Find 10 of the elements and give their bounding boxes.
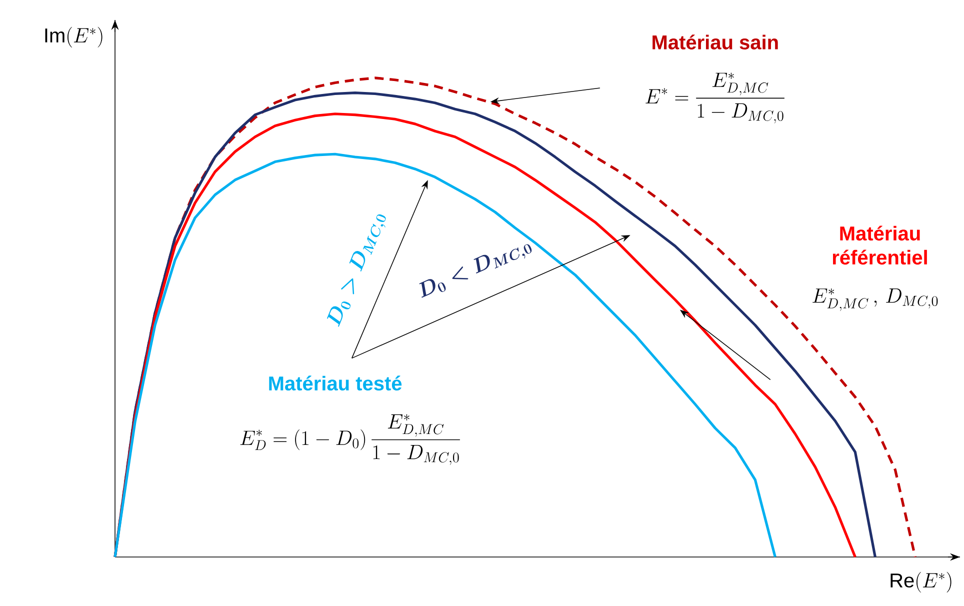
x-axis-title: $\mathrm{Re}(E^*)$ — [890, 572, 952, 592]
y-axis-title: $\mathrm{Im}(E^*)$ — [45, 26, 102, 48]
annotation: $E^*_{D,MC}\,,\, D_{MC,0}$ — [812, 288, 938, 312]
annotation: $E^*_D = (1 - D_0)\,\frac{E^*_{D,MC}}{1 - D_{MC,0}}$ — [240, 414, 460, 465]
annotation: $\boldsymbol{D_0 < D_{MC,0}}$ — [419, 244, 532, 298]
text: Matériau testé — [269, 376, 402, 391]
annotation: $E^* = \frac{E^*_{D,MC}}{1 - D_{MC,0}}$ — [646, 72, 784, 124]
annotation: $\boldsymbol{D_0 > D_{MC,0}}$ — [327, 214, 386, 327]
text: Matériau référentiel — [832, 226, 927, 265]
text: Matériau sain — [652, 34, 778, 50]
